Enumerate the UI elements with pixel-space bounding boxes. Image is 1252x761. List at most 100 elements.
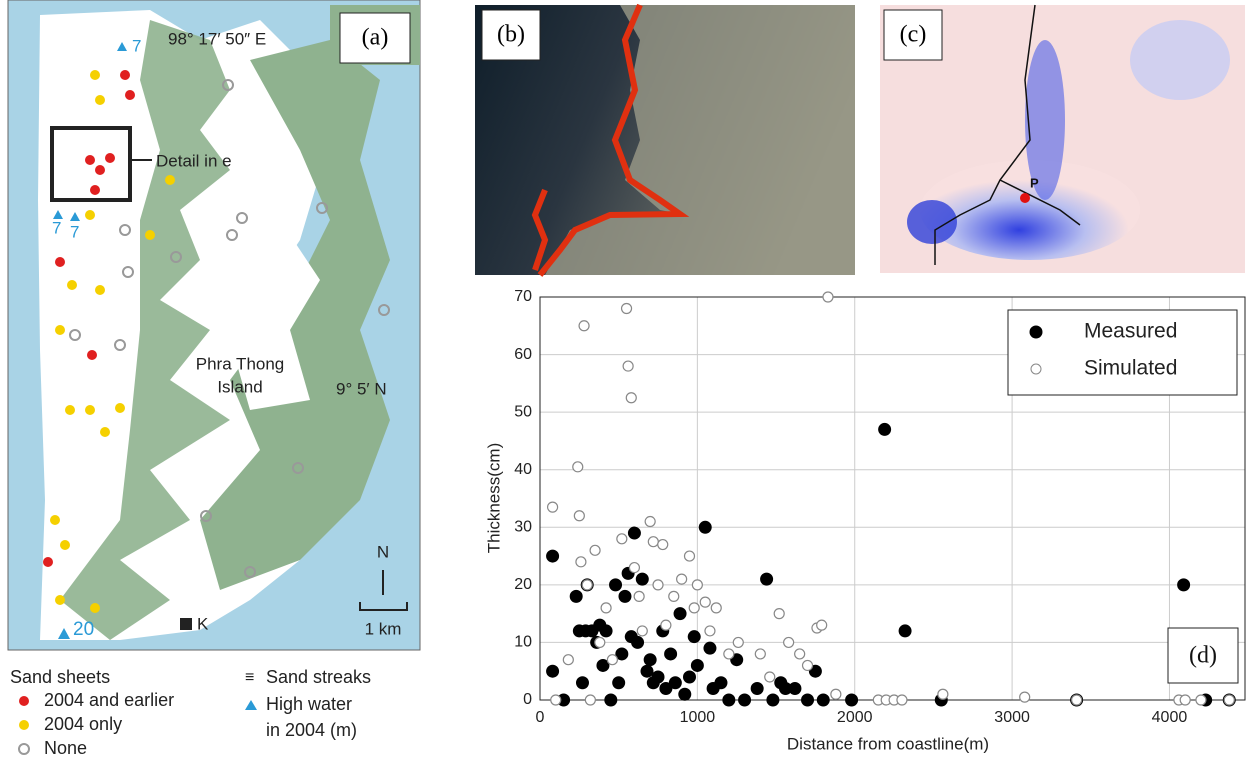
point — [1020, 692, 1030, 702]
point — [817, 620, 827, 630]
point — [661, 620, 671, 630]
panel-label: (c) — [900, 22, 927, 48]
point — [574, 511, 584, 521]
point — [711, 603, 721, 613]
legend-text: 2004 and earlier — [44, 690, 174, 710]
legend-label: Measured — [1084, 320, 1177, 343]
island-label: Phra Thong — [196, 354, 285, 373]
point — [669, 591, 679, 601]
point — [723, 694, 735, 706]
panel-label: (b) — [497, 22, 525, 48]
point — [692, 580, 702, 590]
x-tick-label: 3000 — [994, 709, 1030, 726]
point — [846, 694, 858, 706]
point — [715, 677, 727, 689]
point — [761, 573, 773, 585]
point — [653, 580, 663, 590]
legend-text: None — [44, 738, 87, 758]
point — [1072, 695, 1082, 705]
y-tick-label: 20 — [514, 576, 532, 593]
legend-marker — [1030, 326, 1042, 338]
point — [795, 649, 805, 659]
panel-label: (d) — [1189, 643, 1217, 669]
legend-heading: Sand sheets — [10, 667, 110, 687]
north-label: N — [377, 542, 389, 561]
x-axis-label: Distance from coastline(m) — [787, 734, 989, 753]
legend-swatch — [19, 744, 29, 754]
y-tick-label: 0 — [523, 691, 532, 708]
point — [613, 677, 625, 689]
x-tick-label: 2000 — [837, 709, 873, 726]
y-tick-label: 10 — [514, 634, 532, 651]
legend-text: 2004 only — [44, 714, 122, 734]
point — [658, 540, 668, 550]
point — [585, 695, 595, 705]
point — [705, 626, 715, 636]
point — [570, 590, 582, 602]
point — [739, 694, 751, 706]
x-tick-label: 1000 — [680, 709, 716, 726]
image-c: P (c) — [880, 5, 1245, 273]
point — [899, 625, 911, 637]
scale-label: 1 km — [365, 619, 402, 638]
image-b: (b) — [475, 5, 855, 275]
y-tick-label: 30 — [514, 519, 532, 536]
point — [679, 688, 691, 700]
point — [704, 642, 716, 654]
point — [548, 502, 558, 512]
legend-marker — [1031, 364, 1041, 374]
legend-swatch — [245, 700, 257, 710]
point — [938, 689, 948, 699]
point-label: P — [1030, 175, 1039, 190]
point — [767, 694, 779, 706]
hw-label: 7 — [70, 222, 79, 241]
point — [699, 521, 711, 533]
site-label: K — [197, 614, 209, 633]
point — [610, 579, 622, 591]
point — [674, 608, 686, 620]
point — [688, 631, 700, 643]
point — [551, 695, 561, 705]
point — [563, 655, 573, 665]
point — [590, 545, 600, 555]
point — [645, 517, 655, 527]
legend-swatch: ≡ — [245, 669, 254, 686]
map-legend: Sand sheets 2004 and earlier 2004 only N… — [10, 667, 371, 758]
point — [547, 550, 559, 562]
point — [803, 660, 813, 670]
point — [595, 637, 605, 647]
point — [628, 527, 640, 539]
point — [644, 654, 656, 666]
point — [724, 649, 734, 659]
scatter-chart: Distance from coastline(m) Thickness(cm)… — [484, 288, 1245, 753]
point — [622, 304, 632, 314]
point — [879, 423, 891, 435]
point — [802, 694, 814, 706]
point — [582, 580, 592, 590]
hw-label: 7 — [132, 36, 141, 55]
longitude: 98° 17′ 50″ E — [168, 29, 266, 48]
point — [823, 292, 833, 302]
legend-label: Simulated — [1084, 357, 1177, 380]
point — [1178, 579, 1190, 591]
point — [784, 637, 794, 647]
point — [605, 694, 617, 706]
point — [652, 671, 664, 683]
y-tick-label: 70 — [514, 288, 532, 305]
point — [1180, 695, 1190, 705]
map-panel: (a) 98° 17′ 50″ E 7 7 7 20 Detail in e P… — [8, 0, 420, 650]
y-tick-label: 50 — [514, 403, 532, 420]
hw-label: 7 — [52, 218, 61, 237]
point — [579, 321, 589, 331]
point — [629, 563, 639, 573]
legend-swatch — [19, 696, 29, 706]
point — [700, 597, 710, 607]
point — [677, 574, 687, 584]
point — [626, 393, 636, 403]
y-axis-label: Thickness(cm) — [484, 443, 503, 554]
point — [648, 537, 658, 547]
island-label: Island — [217, 377, 262, 396]
x-tick-label: 4000 — [1152, 709, 1188, 726]
point — [607, 655, 617, 665]
y-tick-label: 60 — [514, 346, 532, 363]
